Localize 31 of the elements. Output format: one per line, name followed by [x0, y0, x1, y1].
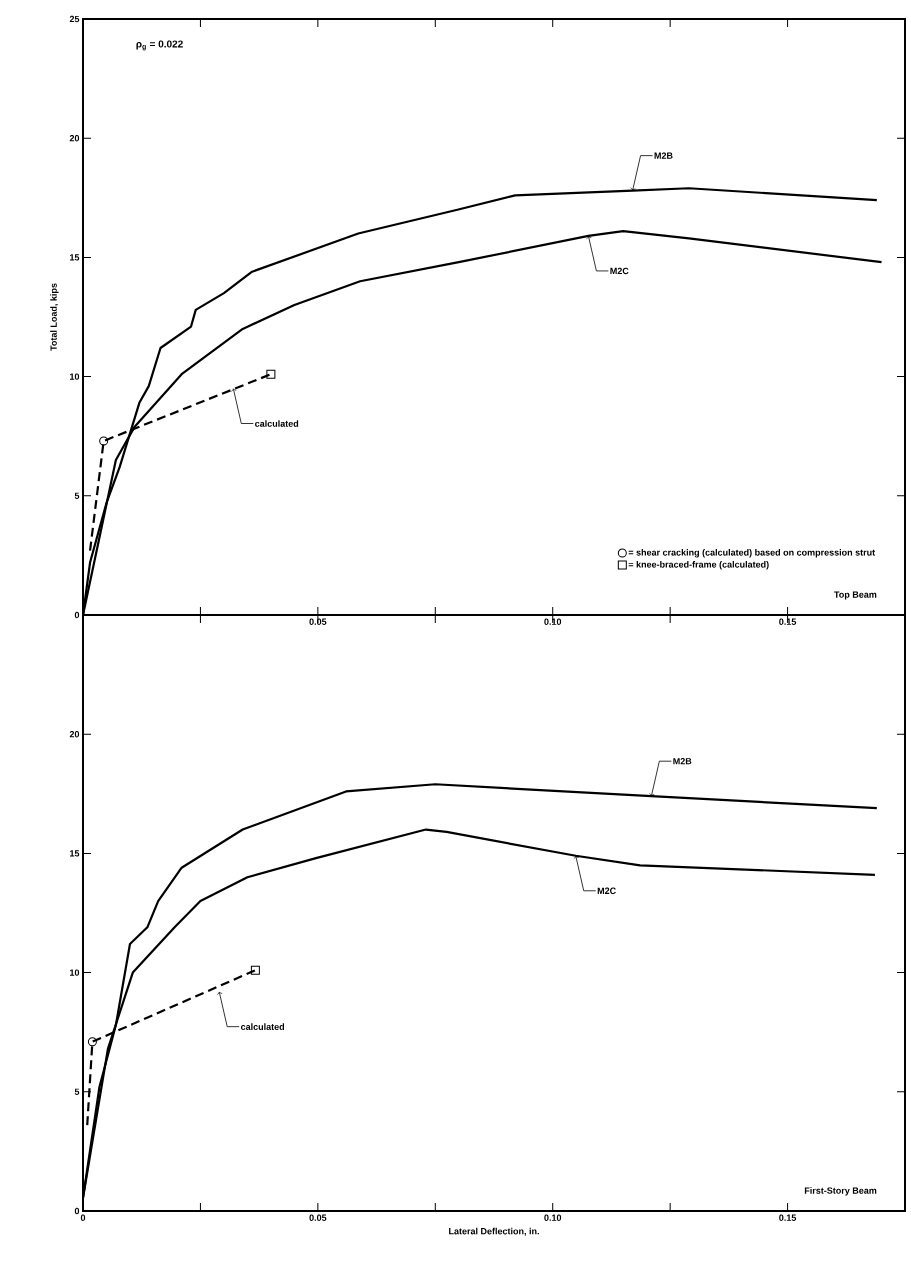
annotation: M2C	[610, 267, 629, 275]
y-tick-label: 15	[70, 254, 80, 261]
x-tick-label: 0.05	[309, 618, 327, 625]
annotation: M2B	[673, 758, 692, 765]
x-tick-label: 0.10	[544, 618, 562, 625]
annotation: Top Beam	[834, 591, 877, 600]
y-tick-label: 5	[74, 492, 80, 499]
y-tick-label: 5	[74, 1088, 80, 1095]
annotation: ρ$_{g}$ = 0.022	[136, 40, 183, 51]
y-tick-label: 0	[74, 1207, 80, 1215]
x-tick-label: 0.15	[779, 1214, 797, 1221]
annotation: calculated	[240, 1023, 285, 1030]
x-tick-label: 0.15	[779, 618, 797, 625]
annotation: calculated	[255, 420, 299, 427]
x-tick-label: 0.05	[309, 1214, 327, 1221]
y-tick-label: 20	[69, 731, 80, 738]
y-tick-label: 0	[74, 611, 80, 619]
x-tick-label: 0	[80, 1214, 86, 1221]
legend-label: = shear cracking (calculated) based on compression strut	[628, 549, 876, 558]
annotation: M2B	[654, 152, 673, 159]
x-tick-label: 0.10	[544, 1214, 562, 1221]
y-tick-label: 10	[70, 969, 80, 976]
y-tick-label: 20	[69, 135, 80, 142]
x-axis-title: Lateral Deflection, in.	[449, 1227, 539, 1236]
annotation: M2C	[597, 887, 616, 894]
y-tick-label: 10	[70, 373, 80, 380]
y-tick-label: 25	[69, 15, 80, 23]
y-tick-label: 15	[70, 850, 80, 857]
legend-label: = knee-braced-frame (calculated)	[628, 561, 769, 570]
annotation: First-Story Beam	[804, 1187, 877, 1196]
y-axis-title: Total Load, kips	[50, 283, 59, 351]
